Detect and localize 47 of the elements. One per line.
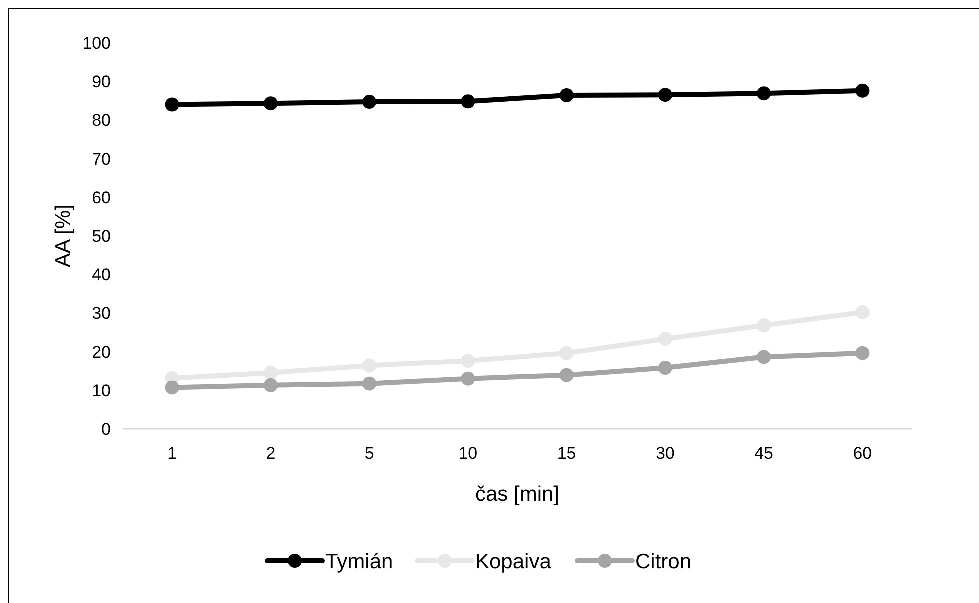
point xyxy=(461,354,476,368)
x-tick-label: 5 xyxy=(364,444,374,463)
point xyxy=(856,84,870,98)
point xyxy=(856,305,870,320)
y-tick-label: 80 xyxy=(92,111,111,130)
x-tick-label: 45 xyxy=(754,444,774,463)
point xyxy=(461,94,476,109)
point xyxy=(658,361,672,376)
point xyxy=(264,366,278,380)
x-axis-title: čas [min] xyxy=(475,483,560,506)
y-tick-label: 70 xyxy=(92,150,111,169)
x-tick-label: 60 xyxy=(853,444,872,463)
y-tick-label: 50 xyxy=(92,226,111,246)
point xyxy=(757,86,772,101)
y-tick-label: 90 xyxy=(92,72,111,92)
x-tick-label: 2 xyxy=(266,444,276,463)
point xyxy=(264,96,278,111)
legend-label: Citron xyxy=(636,550,692,574)
x-tick-label: 30 xyxy=(656,444,675,463)
y-tick-label: 100 xyxy=(82,34,111,53)
x-tick-label: 10 xyxy=(458,444,478,463)
point xyxy=(165,98,180,112)
y-tick-label: 0 xyxy=(102,420,111,439)
point xyxy=(264,378,278,392)
x-tick-label: 15 xyxy=(557,444,576,463)
point xyxy=(560,88,574,102)
y-axis-title: AA [%] xyxy=(52,204,75,268)
point xyxy=(461,372,476,386)
point xyxy=(165,380,180,395)
y-tick-label: 30 xyxy=(92,304,111,324)
point xyxy=(757,318,772,333)
legend-label: Tymián xyxy=(326,550,394,574)
point xyxy=(362,376,377,391)
point xyxy=(658,88,672,102)
point xyxy=(362,95,377,110)
point xyxy=(757,350,772,364)
point xyxy=(560,368,574,382)
point xyxy=(560,346,574,360)
y-tick-label: 10 xyxy=(92,381,111,400)
legend-label: Kopaiva xyxy=(476,550,552,574)
y-tick-label: 40 xyxy=(92,266,111,285)
point xyxy=(856,346,870,360)
y-tick-label: 20 xyxy=(92,342,111,362)
point xyxy=(658,332,672,346)
x-tick-label: 1 xyxy=(168,444,178,463)
y-tick-label: 60 xyxy=(92,188,111,208)
point xyxy=(362,358,377,373)
